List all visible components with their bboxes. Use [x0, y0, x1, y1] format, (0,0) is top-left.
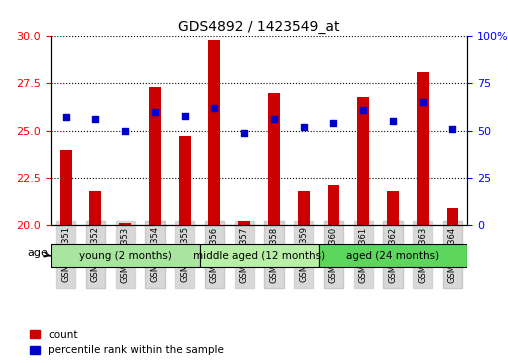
Point [300, 124, 308, 130]
Point [181, 113, 189, 118]
Text: young (2 months): young (2 months) [79, 251, 172, 261]
FancyBboxPatch shape [319, 245, 467, 267]
Title: GDS4892 / 1423549_at: GDS4892 / 1423549_at [178, 20, 340, 34]
Bar [357, 97, 369, 225]
Point [61, 115, 70, 121]
Point [240, 130, 248, 135]
Point [389, 118, 397, 124]
Bar [328, 185, 339, 225]
Bar [387, 191, 399, 225]
Bar [238, 221, 250, 225]
Bar [417, 72, 429, 225]
Point [329, 120, 337, 126]
Point [419, 99, 427, 105]
Bar [60, 150, 72, 225]
Point [91, 117, 100, 122]
Point [121, 128, 129, 134]
Text: age: age [27, 248, 51, 258]
Bar [119, 223, 131, 225]
Legend: count, percentile rank within the sample: count, percentile rank within the sample [25, 326, 229, 359]
Bar [447, 208, 458, 225]
Text: middle aged (12 months): middle aged (12 months) [193, 251, 325, 261]
Text: aged (24 months): aged (24 months) [346, 251, 439, 261]
Point [359, 107, 367, 113]
FancyBboxPatch shape [200, 245, 319, 267]
Point [449, 126, 457, 132]
FancyBboxPatch shape [51, 245, 200, 267]
Bar [208, 40, 220, 225]
Point [210, 105, 218, 111]
Bar [89, 191, 102, 225]
Bar [149, 87, 161, 225]
Bar [268, 93, 280, 225]
Point [270, 117, 278, 122]
Bar [179, 136, 190, 225]
Bar [298, 191, 310, 225]
Point [151, 109, 159, 115]
